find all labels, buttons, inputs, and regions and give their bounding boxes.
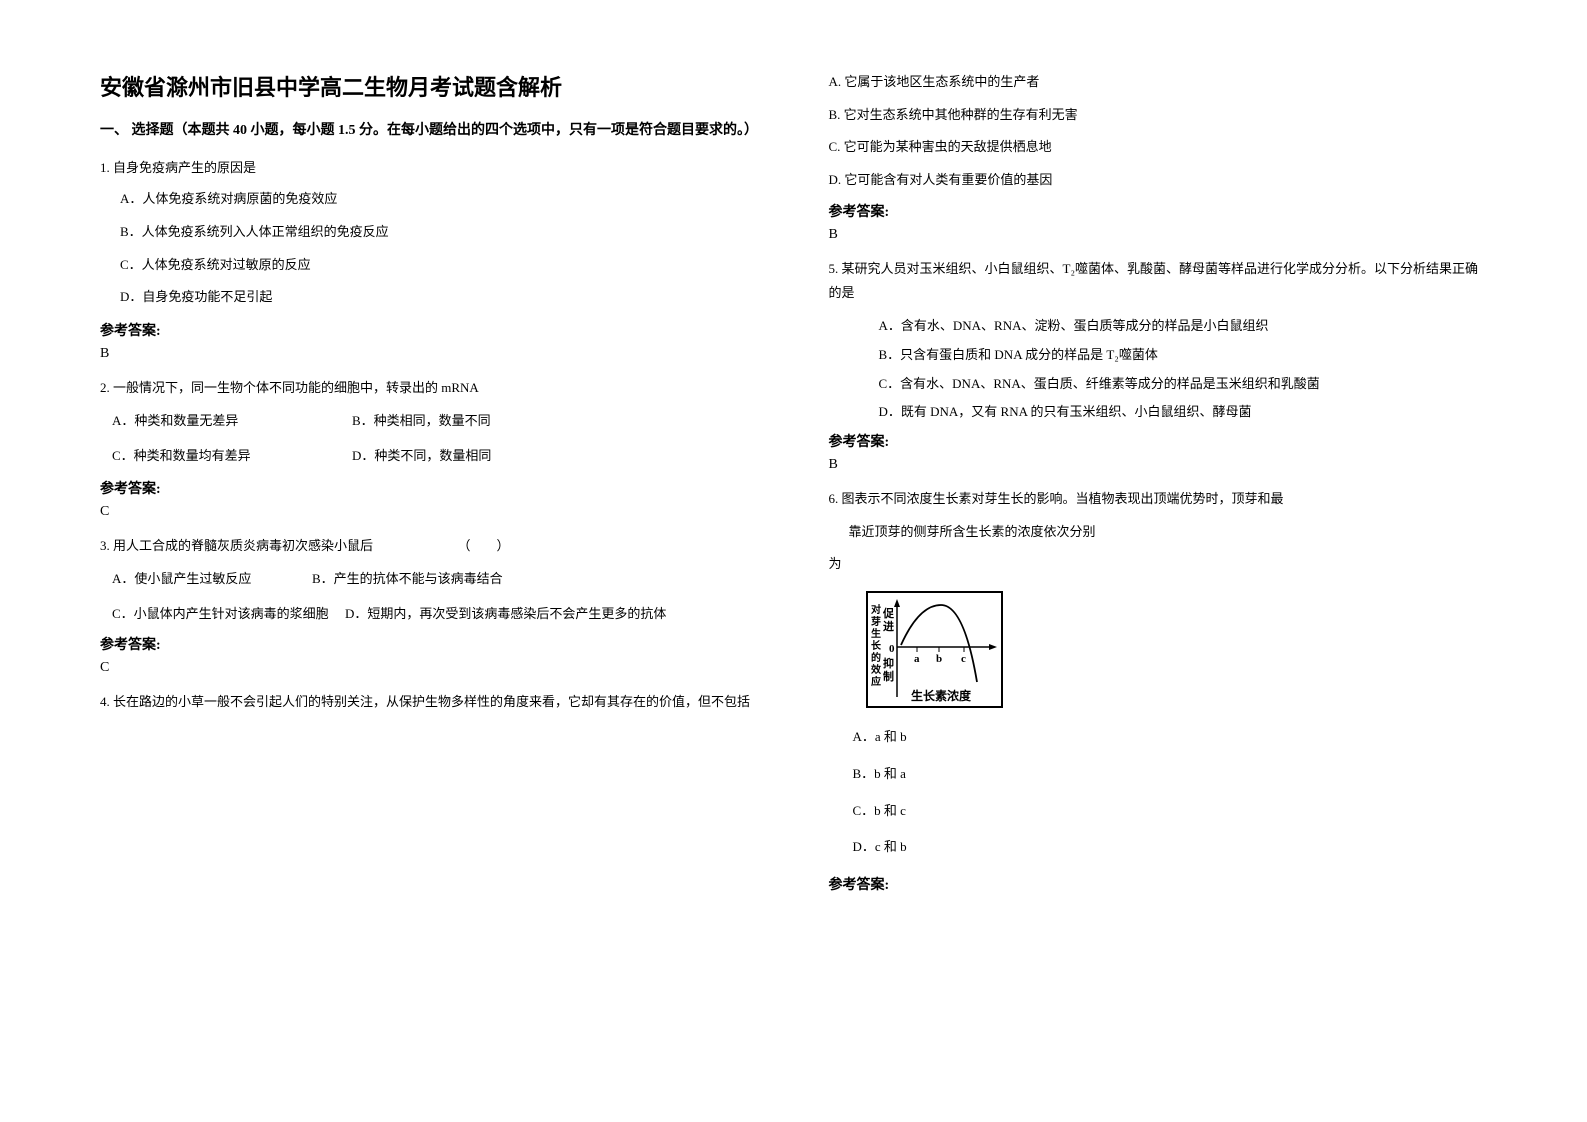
q1-option-c: C．人体免疫系统对过敏原的反应 <box>100 255 759 276</box>
q4-option-d: D. 它可能含有对人类有重要价值的基因 <box>829 168 1488 193</box>
question-3: 3. 用人工合成的脊髓灰质炎病毒初次感染小鼠后 （ ） A．使小鼠产生过敏反应 … <box>100 534 759 684</box>
q6-option-b: B．b 和 a <box>829 764 1488 785</box>
question-6: 6. 图表示不同浓度生长素对芽生长的影响。当植物表现出顶端优势时，顶芽和最 靠近… <box>829 487 1488 900</box>
chart-svg: 0 a b c 促 进 抑 制 对 芽 生 长 的 效 应 <box>849 587 1009 717</box>
q1-option-d: D．自身免疫功能不足引起 <box>100 287 759 308</box>
x-arrow-icon <box>989 644 997 650</box>
y-bot-label-1: 抑 <box>883 656 894 670</box>
q2-option-c: C．种类和数量均有差异 <box>112 444 352 469</box>
q5-option-b: B．只含有蛋白质和 DNA 成分的样品是 T₂噬菌体 <box>879 343 1488 368</box>
q5-text: 5. 某研究人员对玉米组织、小白鼠组织、T₂噬菌体、乳酸菌、酵母菌等样品进行化学… <box>829 257 1488 306</box>
q2-answer: C <box>100 504 759 520</box>
q1-answer: B <box>100 346 759 362</box>
q6-wei: 为 <box>829 552 1488 577</box>
q6-text: 6. 图表示不同浓度生长素对芽生长的影响。当植物表现出顶端优势时，顶芽和最 <box>829 487 1488 512</box>
point-b: b <box>936 653 942 665</box>
q3-answer-label: 参考答案: <box>100 634 759 654</box>
q1-option-a: A．人体免疫系统对病原菌的免疫效应 <box>100 189 759 210</box>
right-column: A. 它属于该地区生态系统中的生产者 B. 它对生态系统中其他种群的生存有利无害… <box>829 70 1488 1052</box>
q3-option-a: A．使小鼠产生过敏反应 <box>112 567 312 592</box>
q6-cont: 靠近顶芽的侧芽所含生长素的浓度依次分别 <box>829 520 1488 545</box>
question-5: 5. 某研究人员对玉米组织、小白鼠组织、T₂噬菌体、乳酸菌、酵母菌等样品进行化学… <box>829 257 1488 481</box>
y-top-label-1: 促 <box>882 606 895 620</box>
q5-option-d: D．既有 DNA，又有 RNA 的只有玉米组织、小白鼠组织、酵母菌 <box>879 400 1488 425</box>
q6-option-c: C．b 和 c <box>829 801 1488 822</box>
y-bot-label-2: 制 <box>883 669 894 683</box>
q2-option-d: D．种类不同，数量相同 <box>352 444 491 469</box>
q4-answer-label: 参考答案: <box>829 201 1488 221</box>
q6-option-a: A．a 和 b <box>829 727 1488 748</box>
zero-label: 0 <box>889 643 895 655</box>
y-top-label-2: 进 <box>883 619 894 633</box>
q2-option-b: B．种类相同，数量不同 <box>352 409 491 434</box>
q1-answer-label: 参考答案: <box>100 320 759 340</box>
q1-text: 1. 自身免疫病产生的原因是 <box>100 156 759 181</box>
q5-option-c: C．含有水、DNA、RNA、蛋白质、纤维素等成分的样品是玉米组织和乳酸菌 <box>879 372 1488 397</box>
yl-1: 对 <box>871 603 881 616</box>
q2-text: 2. 一般情况下，同一生物个体不同功能的细胞中，转录出的 mRNA <box>100 376 759 401</box>
yl-5: 的 <box>871 651 881 664</box>
q6-answer-label: 参考答案: <box>829 874 1488 894</box>
q2-options-ab: A．种类和数量无差异 B．种类相同，数量不同 <box>100 409 759 434</box>
q4-option-c: C. 它可能为某种害虫的天敌提供栖息地 <box>829 135 1488 160</box>
question-1: 1. 自身免疫病产生的原因是 A．人体免疫系统对病原菌的免疫效应 B．人体免疫系… <box>100 156 759 370</box>
section-1-header: 一、 选择题（本题共 40 小题，每小题 1.5 分。在每小题给出的四个选项中，… <box>100 120 759 142</box>
q3-options-ab: A．使小鼠产生过敏反应 B．产生的抗体不能与该病毒结合 <box>100 567 759 592</box>
q6-option-d: D．c 和 b <box>829 837 1488 858</box>
q4-answer: B <box>829 227 1488 243</box>
auxin-chart: 0 a b c 促 进 抑 制 对 芽 生 长 的 效 应 <box>849 587 1488 717</box>
q2-answer-label: 参考答案: <box>100 478 759 498</box>
q3-option-c: C．小鼠体内产生针对该病毒的浆细胞 <box>112 606 329 621</box>
point-c: c <box>961 653 966 665</box>
q2-option-a: A．种类和数量无差异 <box>112 409 352 434</box>
q1-option-b: B．人体免疫系统列入人体正常组织的免疫反应 <box>100 222 759 243</box>
q5-option-a: A．含有水、DNA、RNA、淀粉、蛋白质等成分的样品是小白鼠组织 <box>879 314 1488 339</box>
point-a: a <box>914 653 920 665</box>
q2-options-cd: C．种类和数量均有差异 D．种类不同，数量相同 <box>100 444 759 469</box>
q4-text: 4. 长在路边的小草一般不会引起人们的特别关注，从保护生物多样性的角度来看，它却… <box>100 690 759 715</box>
document-title: 安徽省滁州市旧县中学高二生物月考试题含解析 <box>100 70 759 102</box>
yl-2: 芽 <box>871 615 881 628</box>
q3-option-d: D．短期内，再次受到该病毒感染后不会产生更多的抗体 <box>345 606 666 621</box>
q3-options-cd: C．小鼠体内产生针对该病毒的浆细胞 D．短期内，再次受到该病毒感染后不会产生更多… <box>100 602 759 627</box>
q5-options: A．含有水、DNA、RNA、淀粉、蛋白质等成分的样品是小白鼠组织 B．只含有蛋白… <box>829 314 1488 425</box>
q3-answer: C <box>100 660 759 676</box>
q4-option-a: A. 它属于该地区生态系统中的生产者 <box>829 70 1488 95</box>
question-2: 2. 一般情况下，同一生物个体不同功能的细胞中，转录出的 mRNA A．种类和数… <box>100 376 759 528</box>
q5-answer: B <box>829 457 1488 473</box>
q5-answer-label: 参考答案: <box>829 431 1488 451</box>
question-4-continued: A. 它属于该地区生态系统中的生产者 B. 它对生态系统中其他种群的生存有利无害… <box>829 70 1488 251</box>
q3-text: 3. 用人工合成的脊髓灰质炎病毒初次感染小鼠后 （ ） <box>100 534 759 559</box>
q3-option-b: B．产生的抗体不能与该病毒结合 <box>312 567 503 592</box>
y-arrow-icon <box>894 599 900 607</box>
yl-4: 长 <box>871 639 882 652</box>
x-label: 生长素浓度 <box>911 688 972 703</box>
yl-6: 效 <box>871 663 882 676</box>
yl-3: 生 <box>871 627 881 640</box>
question-4: 4. 长在路边的小草一般不会引起人们的特别关注，从保护生物多样性的角度来看，它却… <box>100 690 759 723</box>
left-column: 安徽省滁州市旧县中学高二生物月考试题含解析 一、 选择题（本题共 40 小题，每… <box>100 70 759 1052</box>
q4-option-b: B. 它对生态系统中其他种群的生存有利无害 <box>829 103 1488 128</box>
curve <box>901 605 977 682</box>
yl-7: 应 <box>871 675 881 688</box>
